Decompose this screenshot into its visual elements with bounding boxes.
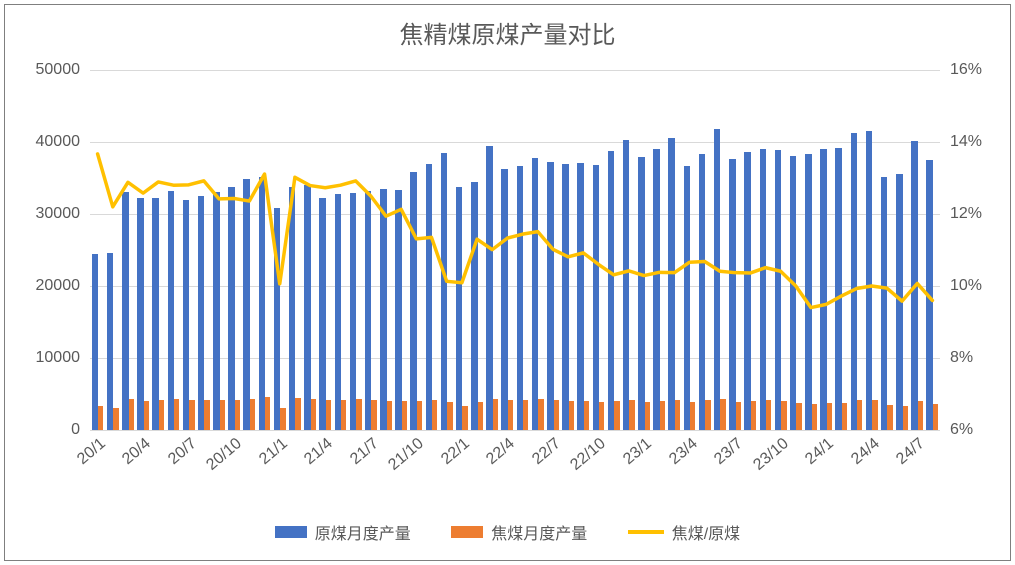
x-tick-label: 21/10 <box>386 435 428 475</box>
y-right-tick: 8% <box>950 349 973 367</box>
y-right-tick: 6% <box>950 421 973 439</box>
legend-label-ratio: 焦煤/原煤 <box>672 520 740 544</box>
legend-swatch-ratio <box>628 530 664 534</box>
y-right-tick: 16% <box>950 61 982 79</box>
legend-label-coking-coal: 焦煤月度产量 <box>491 520 587 544</box>
x-tick-label: 22/4 <box>484 435 519 469</box>
plot-area <box>90 70 940 430</box>
x-tick-label: 21/7 <box>347 435 382 469</box>
y-right-tick: 12% <box>950 205 982 223</box>
y-left-tick: 10000 <box>36 349 81 367</box>
legend-swatch-raw-coal <box>275 526 307 538</box>
x-tick-label: 22/10 <box>568 435 610 475</box>
x-tick-label: 22/1 <box>438 435 473 469</box>
x-tick-label: 21/1 <box>256 435 291 469</box>
x-tick-label: 23/4 <box>666 435 701 469</box>
y-left-tick: 0 <box>71 421 80 439</box>
line-series-svg <box>90 70 940 430</box>
chart-title: 焦精煤原煤产量对比 <box>5 15 1010 50</box>
x-tick-label: 20/10 <box>204 435 246 475</box>
y-left-tick: 30000 <box>36 205 81 223</box>
x-tick-label: 21/4 <box>301 435 336 469</box>
gridline <box>90 430 940 431</box>
x-tick-label: 23/10 <box>750 435 792 475</box>
legend-swatch-coking-coal <box>451 526 483 538</box>
y-left-tick: 40000 <box>36 133 81 151</box>
y-left-tick: 50000 <box>36 61 81 79</box>
legend-item-raw-coal: 原煤月度产量 <box>275 520 411 544</box>
legend-item-ratio: 焦煤/原煤 <box>628 520 740 544</box>
x-tick-label: 22/7 <box>529 435 564 469</box>
chart-frame: 焦精煤原煤产量对比 0 10000 20000 30000 40000 50000 6% 8… <box>4 4 1011 561</box>
x-tick-label: 23/1 <box>620 435 655 469</box>
y-right-tick: 10% <box>950 277 982 295</box>
y-left-tick: 20000 <box>36 277 81 295</box>
x-tick-label: 20/4 <box>119 435 154 469</box>
x-tick-label: 23/7 <box>711 435 746 469</box>
x-tick-label: 20/7 <box>165 435 200 469</box>
x-tick-label: 24/1 <box>802 435 837 469</box>
legend: 原煤月度产量 焦煤月度产量 焦煤/原煤 <box>5 520 1010 544</box>
x-tick-label: 20/1 <box>74 435 109 469</box>
legend-label-raw-coal: 原煤月度产量 <box>315 520 411 544</box>
x-tick-label: 24/7 <box>893 435 928 469</box>
x-tick-label: 24/4 <box>848 435 883 469</box>
y-right-tick: 14% <box>950 133 982 151</box>
ratio-line <box>98 154 933 308</box>
legend-item-coking-coal: 焦煤月度产量 <box>451 520 587 544</box>
